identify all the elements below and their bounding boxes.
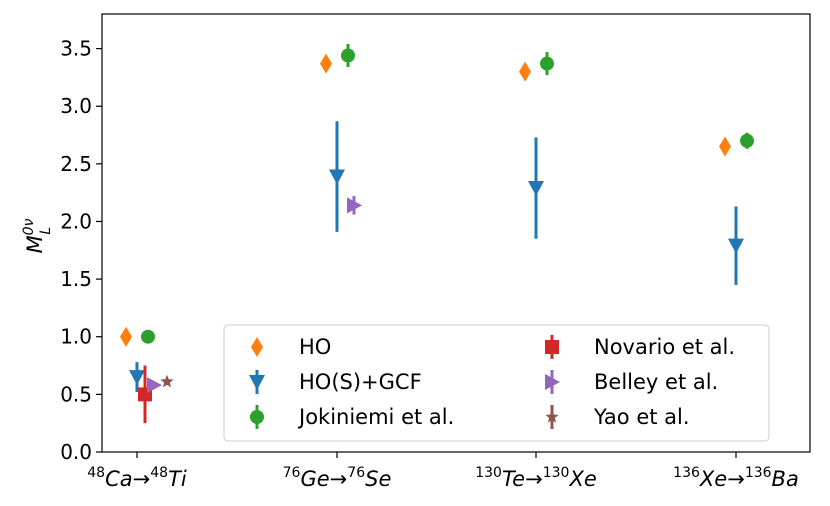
data-point [320,53,332,74]
data-point [528,181,544,197]
y-tick-label: 0.0 [60,440,92,464]
y-tick-label: 3.0 [60,94,92,118]
x-tick-label-mass-number: 48 [150,465,168,481]
data-point [519,61,531,82]
data-point [341,48,355,63]
x-tick-label: 76Ge→76Se [283,465,392,491]
x-tick-label-element: Xe [568,467,596,491]
x-tick-label-element: Se [365,467,391,491]
x-tick-label-arrow: → [525,467,543,491]
y-axis-label-superscript: 0ν [21,218,37,235]
legend-item-belley-et-al: Belley et al. [545,370,718,394]
x-tick-label-element: Ca [105,467,133,491]
x-tick-label-element: Ge [300,467,329,491]
series-jokiniemi-et-al [141,43,754,344]
legend-marker [250,410,264,424]
legend: HO HO(S)+GCF Jokiniemi et al. Novario et al… [223,324,770,442]
legend-item-ho-s-gcf: HO(S)+GCF [249,370,422,394]
x-tick-label-mass-number: 136 [673,465,700,481]
x-tick-label-mass-number: 136 [745,465,772,481]
x-tick-label-mass-number: 130 [475,465,502,481]
x-tick-label-mass-number: 48 [87,465,105,481]
data-marks [120,43,754,424]
x-tick-label-element: Te [502,467,525,491]
data-point [329,169,345,185]
legend-label: Yao et al. [593,405,690,429]
x-tick-label: 130Te→130Xe [475,465,597,491]
data-point [141,329,155,344]
legend-item-ho: HO [251,335,331,359]
legend-item-yao-et-al: Yao et al. [545,405,690,429]
y-tick-label: 1.0 [60,325,92,349]
y-tick-label: 2.5 [60,152,92,176]
data-point [740,133,754,148]
data-point [129,370,145,386]
y-axis-label-subscript: L [38,227,54,235]
x-tick-label-arrow: → [133,467,151,491]
y-axis: 0.0 0.5 1.0 1.5 2.0 2.5 3.0 3.5 [60,37,102,464]
legend-marker [545,410,559,423]
data-point [719,136,731,157]
series-belley-et-al [147,196,362,394]
data-point [540,56,554,71]
y-tick-label: 0.5 [60,382,92,406]
legend-label: Belley et al. [594,370,718,394]
legend-item-jokiniemi-et-al: Jokiniemi et al. [250,405,454,429]
y-tick-label: 3.5 [60,37,92,61]
x-tick-label-element: Ba [772,467,799,491]
x-tick-label-mass-number: 130 [543,465,570,481]
data-point [147,377,162,394]
legend-box [223,324,770,442]
legend-marker [545,374,560,390]
data-point [728,238,744,254]
legend-label: HO(S)+GCF [299,370,422,394]
y-axis-label: M0νL [21,218,54,253]
legend-label: HO [299,335,331,359]
legend-label: Jokiniemi et al. [297,405,454,429]
x-tick-label-mass-number: 76 [283,465,301,481]
x-tick-label-arrow: → [727,467,745,491]
legend-marker [545,340,559,354]
series-ho-s-gcf [129,121,744,393]
x-tick-label-element: Ti [168,467,187,491]
legend-marker [251,337,263,357]
data-point [120,326,132,347]
x-tick-label: 48Ca→48Ti [87,465,187,491]
series-ho [120,53,731,347]
x-tick-label-arrow: → [330,467,348,491]
legend-marker [249,375,265,390]
x-tick-label-element: Xe [699,467,727,491]
legend-label: Novario et al. [594,335,735,359]
x-tick-label: 136Xe→136Ba [673,465,799,491]
y-axis-label-main: M [23,235,47,253]
data-point [160,374,174,388]
x-axis: 48Ca→48Ti 76Ge→76Se 130Te→130Xe 136Xe→136Ba [87,452,799,491]
x-tick-label-mass-number: 76 [347,465,365,481]
legend-item-novario-et-al: Novario et al. [545,335,735,359]
y-tick-label: 2.0 [60,209,92,233]
data-point [347,197,362,214]
series-yao-et-al [160,374,174,388]
y-tick-label: 1.5 [60,267,92,291]
